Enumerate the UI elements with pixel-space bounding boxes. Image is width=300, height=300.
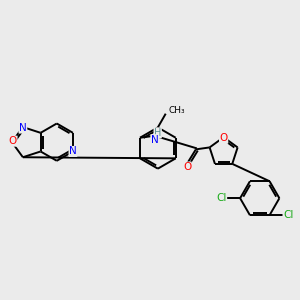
Text: O: O — [220, 133, 228, 143]
Text: N: N — [69, 146, 77, 157]
Text: O: O — [9, 136, 17, 146]
Text: O: O — [183, 162, 191, 172]
Text: Cl: Cl — [216, 193, 227, 203]
Text: N: N — [151, 135, 159, 145]
Text: N: N — [19, 123, 27, 133]
Text: H: H — [154, 128, 161, 138]
Text: Cl: Cl — [283, 210, 293, 220]
Text: CH₃: CH₃ — [169, 106, 185, 115]
